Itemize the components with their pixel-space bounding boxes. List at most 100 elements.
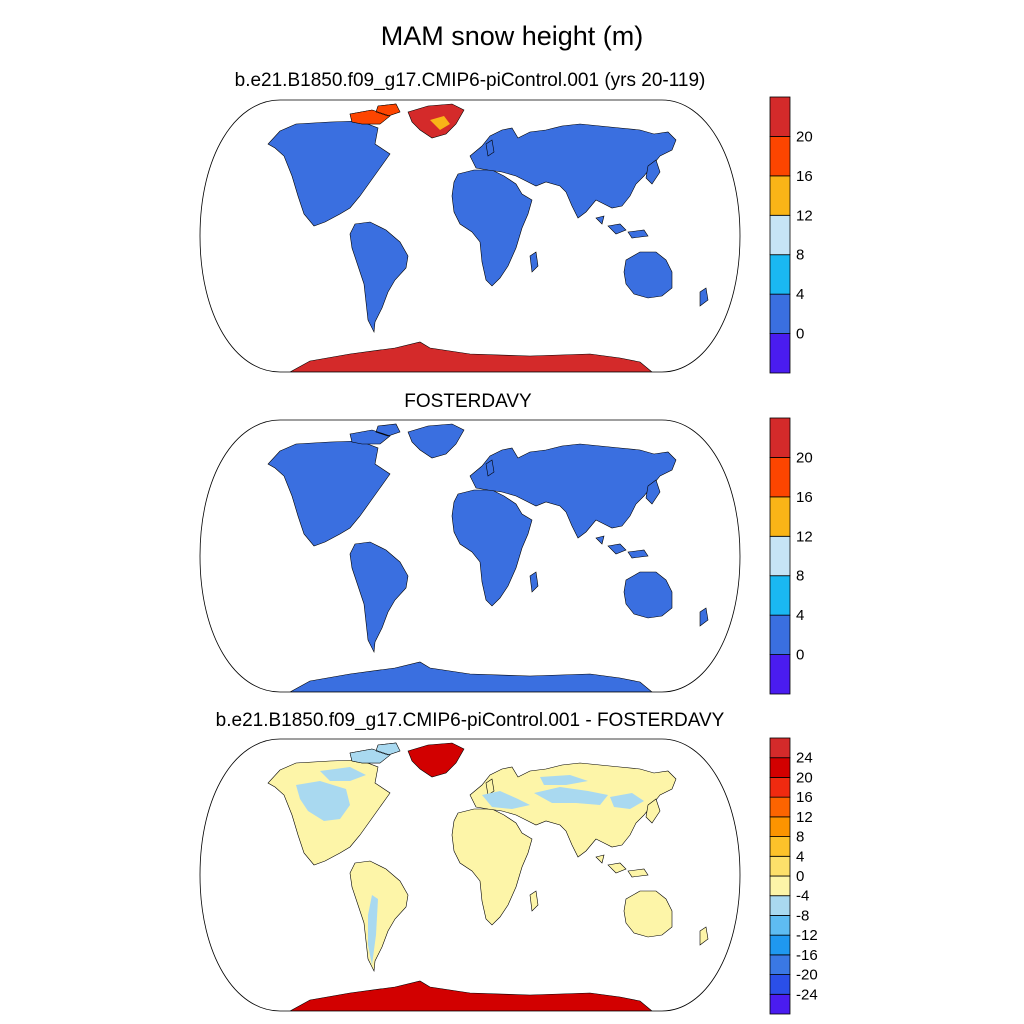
land-africa [451,808,533,926]
negative-difference-patch [296,781,350,821]
colorbar-box [769,875,791,897]
colorbar-tick-label: -16 [796,947,818,964]
colorbar-tick-label: 20 [796,128,813,145]
land-antarctica [289,341,653,372]
colorbar-tick-label: 8 [796,247,804,264]
colorbar-tick-label: -12 [796,927,818,944]
greenland-edge-patch [430,116,450,130]
land-eurasia [469,762,677,858]
land-australia [623,890,673,938]
arctic-difference-patch [349,742,401,764]
land-africa [451,489,533,607]
colorbar-panel-2: 0 4 8 12 16 20 [769,417,813,695]
colorbar-box [769,136,791,177]
map-outline [199,738,741,1012]
colorbar-box [769,895,791,916]
colorbar-box [769,993,791,1015]
colorbar-box [769,954,791,975]
colorbar-tick-label: -4 [796,888,809,905]
colorbar-box [769,496,791,537]
colorbar-box [769,915,791,936]
land-southAmerica [349,541,409,654]
colorbar-tick-label: 0 [796,868,804,885]
negative-difference-patch [540,775,588,785]
colorbar-tick-label: 4 [796,286,804,303]
colorbar-box [769,535,791,577]
land-japan [645,159,661,185]
panel-1-title: b.e21.B1850.f09_g17.CMIP6-piControl.001 … [234,70,706,91]
colorbar-box [769,796,791,818]
land-southAmerica [349,860,409,973]
colorbar-box [769,417,791,458]
colorbar-tick-label: 0 [796,326,804,343]
land-newZealand [699,287,709,307]
colorbar-tick-label: 12 [796,809,813,826]
land-uk [485,139,495,157]
colorbar-box [769,254,791,295]
map-outline [199,419,741,693]
colorbar-box [769,934,791,956]
colorbar-box [769,175,791,216]
colorbar-tick-label: 4 [796,848,804,865]
colorbar-tick-label: 24 [796,750,813,767]
colorbar-tick-label: 12 [796,207,813,224]
negative-difference-patch [610,793,644,809]
land-uk [485,778,495,796]
land-greenland [407,423,465,459]
colorbar-box [769,614,791,655]
colorbar-box [769,96,791,137]
colorbar-box [769,836,791,857]
colorbar-tick-label: 8 [796,568,804,585]
colorbar-tick-label: 20 [796,769,813,786]
negative-difference-patch [320,767,366,781]
colorbar-box [769,333,791,374]
land-newZealand [699,926,709,946]
colorbar-tick-label: 8 [796,829,804,846]
world-map-panel-2 [199,419,741,693]
land-arcticIslands [349,423,401,445]
land-africa [451,169,533,287]
arctic-snow-patch [349,103,401,125]
colorbar-tick-label: -20 [796,967,818,984]
colorbar-box [769,214,791,256]
figure-title: MAM snow height (m) [380,21,644,51]
colorbar-tick-label: 12 [796,528,813,545]
land-antarctica [289,661,653,692]
land-indonesia [595,854,649,878]
colorbar-box [769,974,791,995]
world-map-panel-3 [199,738,741,1012]
land-indonesia [595,215,649,239]
colorbar-box [769,757,791,778]
colorbar-tick-label: 0 [796,647,804,664]
world-map-panel-1 [199,99,741,373]
colorbar-box [769,777,791,798]
land-eurasia [469,443,677,539]
map-outline [199,99,741,373]
land-newZealand [699,607,709,627]
colorbar-tick-label: 16 [796,168,813,185]
colorbar-box [769,575,791,616]
land-japan [645,479,661,505]
land-australia [623,571,673,619]
land-uk [485,459,495,477]
colorbar-box [769,816,791,837]
negative-difference-patch [534,787,608,805]
colorbar-box [769,737,791,759]
colorbar-box [769,293,791,334]
colorbar-tick-label: -8 [796,907,809,924]
panel-2-title: FOSTERDAVY [404,391,532,412]
colorbar-box [769,654,791,695]
land-japan [645,798,661,824]
negative-difference-patch [368,895,378,965]
colorbar-tick-label: -24 [796,986,818,1003]
land-indonesia [595,535,649,559]
land-australia [623,251,673,299]
land-greenland [407,742,465,778]
panel-3-title: b.e21.B1850.f09_g17.CMIP6-piControl.001 … [215,710,725,731]
land-eurasia [469,123,677,219]
colorbar-box [769,457,791,498]
colorbar-box [769,855,791,877]
colorbar-panel-1: 0 4 8 12 16 20 [769,96,813,374]
land-southAmerica [349,221,409,334]
colorbar-panel-3: -24 -20 -16 -12 -8 -4 0 4 8 12 16 20 24 [769,737,818,1015]
